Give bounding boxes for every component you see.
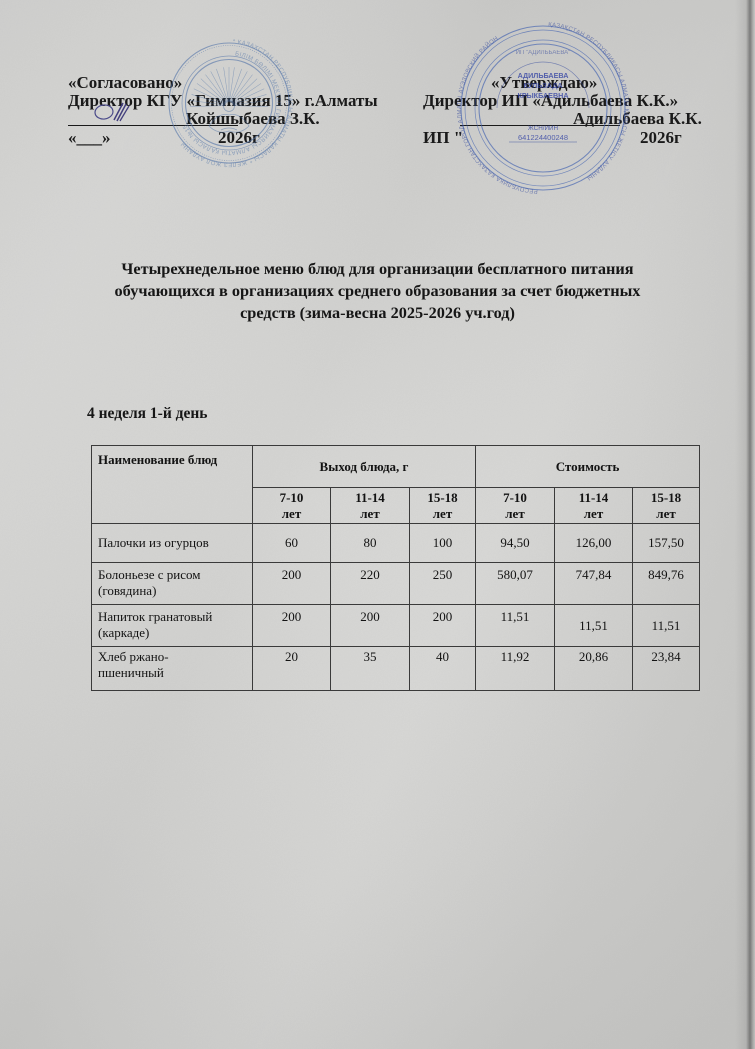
svg-text:КУЛЬЗАДА: КУЛЬЗАДА [523,81,562,90]
svg-text:КРЫКБАЕВНА: КРЫКБАЕВНА [517,91,568,100]
svg-text:ЖСН/ИИН: ЖСН/ИИН [528,125,559,132]
svg-text:БІЛІМ БӨЛІМІ МЕКТЕП ГИМНАЗИЯСЫ: БІЛІМ БӨЛІМІ МЕКТЕП ГИМНАЗИЯСЫ АЛМАТЫ ҚА… [182,51,281,155]
svg-text:ИП "АДИЛЬБАЕВА": ИП "АДИЛЬБАЕВА" [516,50,571,56]
svg-text:641224400248: 641224400248 [518,133,568,142]
svg-text:АДИЛЬБАЕВА: АДИЛЬБАЕВА [518,71,569,80]
